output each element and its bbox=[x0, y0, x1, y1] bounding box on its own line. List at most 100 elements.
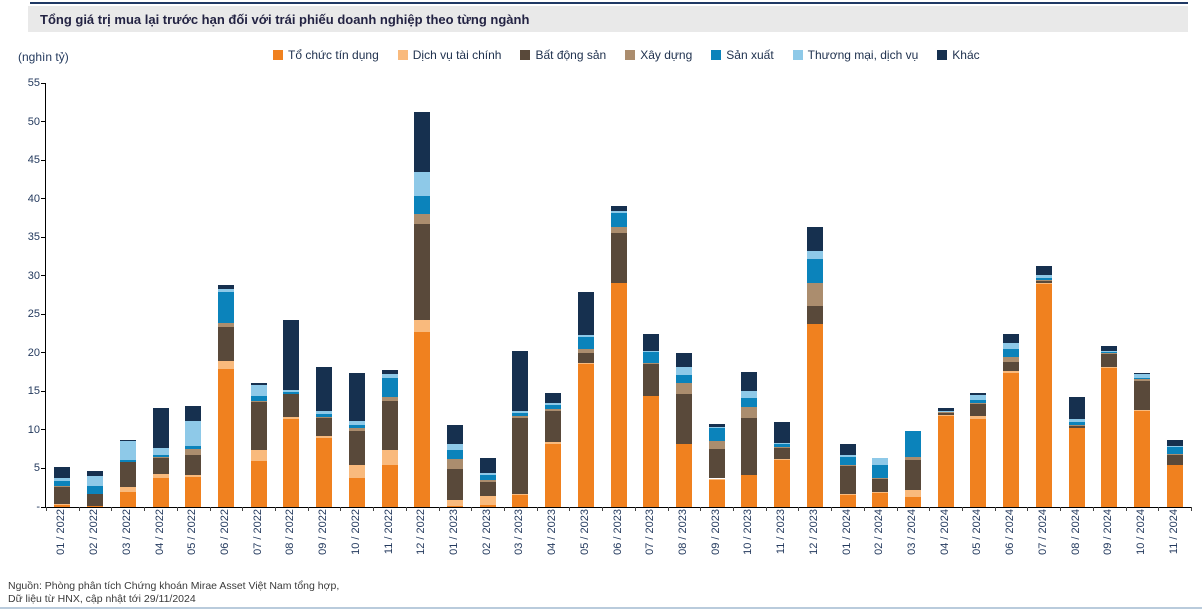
bar-segment bbox=[512, 416, 529, 418]
y-axis-tick-label: 10 bbox=[27, 423, 40, 436]
bar-segment bbox=[446, 500, 463, 507]
legend-item: Dịch vụ tài chính bbox=[397, 48, 502, 62]
bar-segment bbox=[1166, 464, 1183, 507]
bar-segment bbox=[1035, 279, 1052, 281]
legend-item: Bất động sản bbox=[520, 48, 606, 62]
bar-segment bbox=[512, 350, 529, 412]
bar-segment bbox=[741, 391, 758, 399]
bar-segment bbox=[937, 412, 954, 416]
bar-segment bbox=[414, 320, 431, 333]
legend-item: Thương mại, dịch vụ bbox=[792, 48, 918, 62]
stacked-bar bbox=[479, 458, 496, 507]
bar-segment bbox=[348, 372, 365, 422]
bar-segment bbox=[1133, 374, 1150, 378]
x-axis-tick-label: 07 / 2022 bbox=[251, 509, 264, 555]
bar-segment bbox=[512, 412, 529, 417]
bar-segment bbox=[839, 456, 856, 465]
bar-segment bbox=[970, 399, 987, 403]
bar-segment bbox=[316, 416, 333, 419]
bar-segment bbox=[316, 413, 333, 417]
x-axis-tick bbox=[209, 507, 211, 511]
legend-label: Tổ chức tín dụng bbox=[288, 48, 379, 62]
bar-segment bbox=[643, 352, 660, 363]
x-axis-tick-label: 06 / 2024 bbox=[1004, 509, 1017, 555]
bar-segment bbox=[152, 447, 169, 455]
y-axis-tick-label: 40 bbox=[27, 192, 40, 205]
bar-segment bbox=[806, 251, 823, 259]
x-axis-tick bbox=[78, 507, 80, 511]
y-axis-tick-label: 50 bbox=[27, 115, 40, 128]
x-axis-tick-label: 09 / 2024 bbox=[1102, 509, 1115, 555]
bar-segment bbox=[54, 486, 71, 487]
stacked-bar bbox=[414, 111, 431, 507]
x-axis-tick-label: 02 / 2024 bbox=[873, 509, 886, 555]
bar-segment bbox=[806, 323, 823, 507]
bar-segment bbox=[512, 493, 529, 495]
x-axis-tick bbox=[896, 507, 898, 511]
bar-segment bbox=[185, 449, 202, 456]
legend-swatch-icon bbox=[273, 50, 283, 60]
bar-segment bbox=[479, 496, 496, 506]
bar-segment bbox=[283, 320, 300, 390]
bar-segment bbox=[774, 448, 791, 460]
legend-label: Dịch vụ tài chính bbox=[412, 48, 502, 62]
bar-segment bbox=[446, 449, 463, 460]
bar-segment bbox=[1003, 348, 1020, 357]
bar-segment bbox=[152, 457, 169, 474]
bar-segment bbox=[970, 402, 987, 404]
bar-segment bbox=[1068, 424, 1085, 427]
bar-segment bbox=[806, 258, 823, 284]
stacked-bar bbox=[446, 425, 463, 507]
stacked-bar bbox=[1166, 439, 1183, 507]
bar-segment bbox=[1166, 454, 1183, 465]
bar-segment bbox=[381, 464, 398, 507]
bar-segment bbox=[1133, 410, 1150, 507]
y-axis-labels: - 5 10 15 20 25 30 35 40 45 50 55 bbox=[8, 77, 40, 513]
stacked-bar bbox=[316, 367, 333, 507]
x-axis-tick-label: 07 / 2023 bbox=[644, 509, 657, 555]
legend-label: Bất động sản bbox=[535, 48, 607, 62]
stacked-bar bbox=[839, 443, 856, 507]
legend-label: Xây dựng bbox=[640, 48, 693, 62]
bar-segment bbox=[1133, 377, 1150, 380]
bar-segment bbox=[152, 473, 169, 478]
bar-segment bbox=[283, 419, 300, 507]
bar-segment bbox=[741, 406, 758, 418]
bar-segment bbox=[446, 425, 463, 444]
x-axis-tick bbox=[340, 507, 342, 511]
bar-segment bbox=[479, 480, 496, 482]
bar-segment bbox=[250, 401, 267, 450]
bar-segment bbox=[1035, 280, 1052, 284]
x-axis-tick bbox=[667, 507, 669, 511]
bar-segment bbox=[217, 322, 234, 327]
stacked-bar bbox=[283, 320, 300, 507]
y-axis-tick bbox=[41, 82, 45, 84]
bar-segment bbox=[610, 205, 627, 211]
bar-segment bbox=[774, 459, 791, 460]
x-axis-tick-label: 12 / 2023 bbox=[807, 509, 820, 555]
bar-segment bbox=[1003, 342, 1020, 349]
bar-segment bbox=[54, 478, 71, 481]
bar-segment bbox=[577, 352, 594, 363]
bar-segment bbox=[119, 461, 136, 487]
bar-segment bbox=[348, 477, 365, 507]
stacked-bar bbox=[381, 369, 398, 507]
bar-segment bbox=[1166, 439, 1183, 447]
bar-segment bbox=[119, 441, 136, 460]
bar-segment bbox=[316, 418, 333, 437]
y-axis-tick bbox=[41, 352, 45, 354]
bar-segment bbox=[217, 360, 234, 370]
bar-segment bbox=[839, 455, 856, 457]
stacked-bar bbox=[1035, 265, 1052, 507]
bar-segment bbox=[152, 454, 169, 457]
plot-area bbox=[41, 82, 1192, 511]
bar-segment bbox=[1068, 426, 1085, 428]
bar-segment bbox=[545, 411, 562, 443]
x-axis-tick-label: 02 / 2022 bbox=[88, 509, 101, 555]
bar-segment bbox=[675, 382, 692, 394]
bar-segment bbox=[414, 214, 431, 225]
bar-segment bbox=[185, 455, 202, 475]
bar-segment bbox=[512, 494, 529, 507]
bar-segment bbox=[774, 422, 791, 444]
stacked-bar bbox=[54, 466, 71, 507]
